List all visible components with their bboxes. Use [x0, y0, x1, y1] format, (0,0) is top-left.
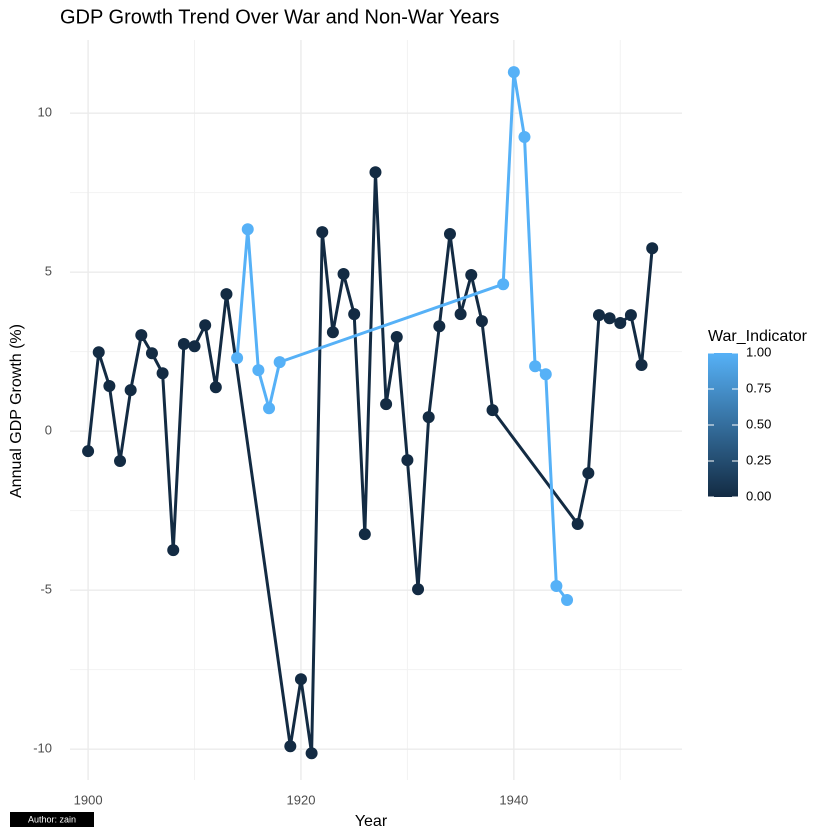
point: [337, 268, 350, 281]
point: [518, 130, 531, 143]
point: [486, 404, 499, 417]
point: [507, 66, 520, 79]
series-line: [235, 70, 569, 601]
point: [273, 356, 286, 369]
point: [156, 367, 169, 380]
colorbar-label: 1.00: [746, 344, 771, 359]
y-tick-label: -10: [33, 741, 52, 756]
point: [167, 544, 180, 557]
point: [241, 223, 254, 236]
caption: Author: zain: [28, 814, 76, 824]
colorbar-label: 0.75: [746, 380, 771, 395]
x-tick-label: 1920: [287, 792, 316, 807]
point: [231, 352, 244, 365]
point: [614, 317, 627, 330]
point: [561, 594, 574, 607]
point: [529, 360, 542, 373]
point: [454, 308, 467, 321]
point: [135, 329, 148, 342]
point: [380, 398, 393, 411]
point: [316, 226, 329, 239]
legend-title: War_Indicator: [708, 328, 808, 345]
point: [401, 454, 414, 467]
point: [114, 455, 127, 468]
point: [305, 747, 318, 760]
point: [220, 288, 233, 301]
point: [475, 315, 488, 328]
x-axis-title: Year: [355, 813, 388, 830]
point: [82, 445, 95, 458]
point: [465, 269, 478, 282]
point: [592, 309, 605, 322]
point: [635, 359, 648, 372]
point: [348, 308, 361, 321]
point: [284, 740, 297, 753]
colorbar-label: 0.50: [746, 416, 771, 431]
point: [390, 331, 403, 344]
y-tick-label: -5: [40, 582, 52, 597]
point: [369, 166, 382, 179]
point: [582, 467, 595, 480]
point: [294, 673, 307, 686]
point: [443, 227, 456, 240]
x-tick-label: 1900: [74, 792, 103, 807]
point: [188, 340, 201, 353]
point: [358, 528, 371, 541]
y-axis-title: Annual GDP Growth (%): [8, 324, 25, 498]
point: [422, 411, 435, 424]
y-tick-label: 10: [38, 105, 52, 120]
point: [263, 402, 276, 415]
colorbar-label: 0.00: [746, 488, 771, 503]
point: [646, 242, 659, 255]
chart-title: GDP Growth Trend Over War and Non-War Ye…: [60, 6, 499, 28]
y-tick-label: 5: [45, 264, 52, 279]
point: [209, 381, 222, 394]
point: [497, 278, 510, 291]
point: [571, 518, 584, 531]
point: [199, 319, 212, 332]
point: [177, 338, 190, 351]
point: [92, 346, 105, 359]
point: [145, 347, 158, 360]
caption-box: [10, 812, 94, 827]
point: [103, 379, 116, 392]
point: [124, 384, 137, 397]
point: [539, 368, 552, 381]
point: [550, 580, 563, 593]
series-line: [86, 170, 654, 755]
x-tick-label: 1940: [499, 792, 528, 807]
point: [326, 326, 339, 339]
point: [433, 320, 446, 333]
point: [252, 364, 265, 377]
point: [624, 309, 637, 322]
point: [412, 583, 425, 596]
colorbar-label: 0.25: [746, 452, 771, 467]
y-tick-label: 0: [45, 423, 52, 438]
point: [603, 312, 616, 325]
